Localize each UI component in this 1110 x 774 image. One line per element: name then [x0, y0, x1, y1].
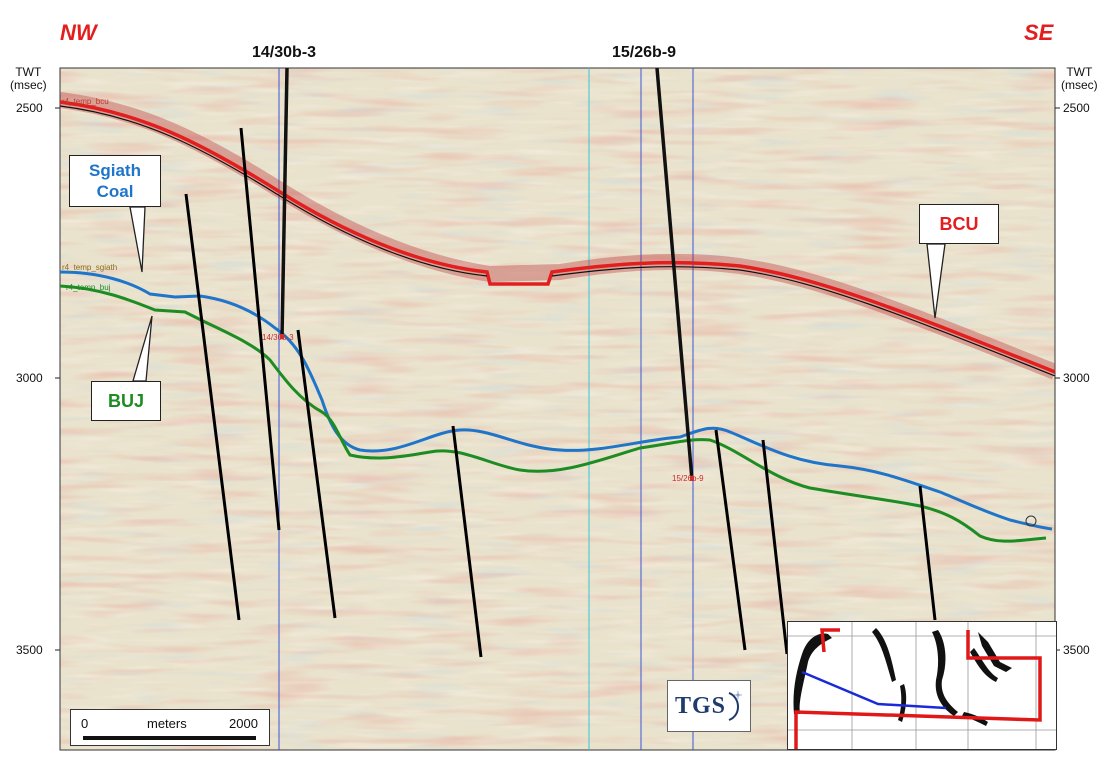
tick-left-3000: 3000	[16, 371, 43, 385]
axis-right-unit-line1: TWT	[1066, 65, 1093, 79]
callout-sgiath-line1: Sgiath	[89, 161, 141, 180]
callout-sgiath-coal: Sgiath Coal	[69, 155, 161, 207]
bcu-horizon	[59, 100, 1056, 374]
well-tag-15-26b-9: 15/26b-9	[672, 474, 704, 483]
axis-ticks	[55, 107, 1060, 651]
tick-left-3500: 3500	[16, 643, 43, 657]
section-intersections	[278, 68, 694, 750]
well-label-14-30b-3: 14/30b-3	[252, 44, 317, 61]
axis-left-unit-line2: (msec)	[10, 78, 47, 92]
scale-bar-end: 2000	[229, 716, 258, 731]
well-paths	[280, 67, 694, 481]
callout-sgiath-line2: Coal	[96, 182, 134, 201]
scale-bar-start: 0	[81, 716, 89, 731]
buj-horizon	[59, 284, 1047, 543]
horizon-tag-bcu: r4_temp_bcu	[62, 97, 109, 106]
well-markers	[280, 334, 694, 481]
axis-right-unit-line2: (msec)	[1061, 78, 1098, 92]
bcu-trough	[59, 105, 1056, 377]
tick-right-2500: 2500	[1063, 101, 1090, 115]
well-label-15-26b-9: 15/26b-9	[612, 44, 677, 61]
axis-right-unit: TWT (msec)	[1061, 66, 1098, 92]
well-tag-14-30b-3: 14/30b-3	[262, 333, 294, 342]
section-frame	[59, 67, 1056, 751]
direction-nw-label: NW	[60, 20, 97, 45]
horizon-tag-sgiath: r4_temp_sgiath	[62, 263, 118, 272]
faults	[184, 127, 937, 658]
tick-left-2500: 2500	[16, 101, 43, 115]
axis-left-unit-line1: TWT	[15, 65, 42, 79]
axis-left-unit: TWT (msec)	[10, 66, 47, 92]
inset-map-drawing	[788, 622, 1056, 749]
callout-pointers	[129, 206, 946, 382]
tgs-logo-text: TGS	[675, 693, 727, 719]
inset-location-map	[787, 621, 1057, 750]
scale-bar: 0 meters 2000	[70, 709, 270, 746]
direction-se-label: SE	[1024, 20, 1054, 45]
tick-right-3500: 3500	[1063, 643, 1090, 657]
scale-bar-unit: meters	[147, 716, 187, 731]
tgs-logo: TGS	[667, 680, 751, 732]
tick-right-3000: 3000	[1063, 371, 1090, 385]
horizon-tag-buj: r4_temp_buj	[66, 283, 111, 292]
seismic-background	[60, 68, 1055, 750]
callout-buj: BUJ	[91, 381, 161, 421]
sgiath-horizon	[59, 270, 1053, 531]
scale-bar-line	[83, 736, 256, 740]
tgs-logo-icon	[728, 691, 742, 721]
callout-bcu: BCU	[919, 204, 999, 244]
marker-circle	[1025, 515, 1037, 527]
